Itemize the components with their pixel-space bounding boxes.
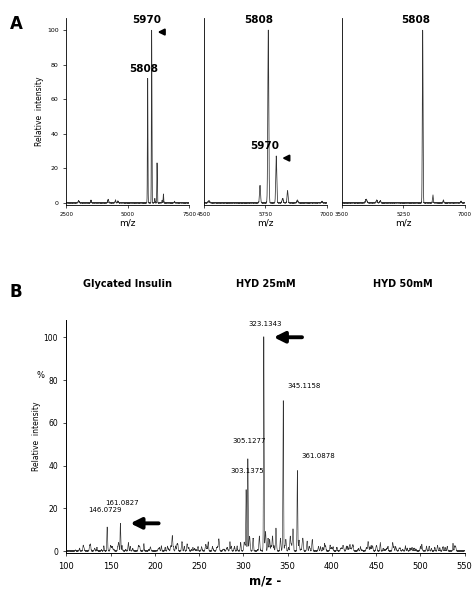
Text: Glycated Insulin: Glycated Insulin bbox=[83, 279, 173, 289]
Text: 345.1158: 345.1158 bbox=[288, 382, 321, 389]
Text: 5808: 5808 bbox=[244, 15, 273, 25]
Text: 361.0878: 361.0878 bbox=[302, 453, 336, 459]
Text: B: B bbox=[9, 283, 22, 301]
Text: 161.0827: 161.0827 bbox=[105, 500, 139, 506]
Text: 303.1375: 303.1375 bbox=[230, 468, 264, 474]
Text: 5808: 5808 bbox=[129, 63, 158, 74]
Text: A: A bbox=[9, 15, 22, 33]
X-axis label: m/z -: m/z - bbox=[249, 575, 282, 588]
X-axis label: m/z: m/z bbox=[257, 219, 273, 228]
Text: %: % bbox=[36, 371, 45, 381]
Text: HYD 25mM: HYD 25mM bbox=[236, 279, 295, 289]
Text: HYD 50mM: HYD 50mM bbox=[373, 279, 433, 289]
X-axis label: m/z: m/z bbox=[119, 219, 136, 228]
Text: 146.0729: 146.0729 bbox=[89, 506, 122, 513]
Text: 5970: 5970 bbox=[250, 141, 280, 151]
Y-axis label: Relative  intensity: Relative intensity bbox=[36, 77, 44, 147]
Text: 5808: 5808 bbox=[401, 15, 430, 25]
Text: 5970: 5970 bbox=[132, 15, 161, 25]
Text: 305.1277: 305.1277 bbox=[233, 438, 266, 444]
X-axis label: m/z: m/z bbox=[395, 219, 411, 228]
Y-axis label: Relative  intensity: Relative intensity bbox=[32, 402, 41, 471]
Text: 323.1343: 323.1343 bbox=[248, 320, 282, 326]
